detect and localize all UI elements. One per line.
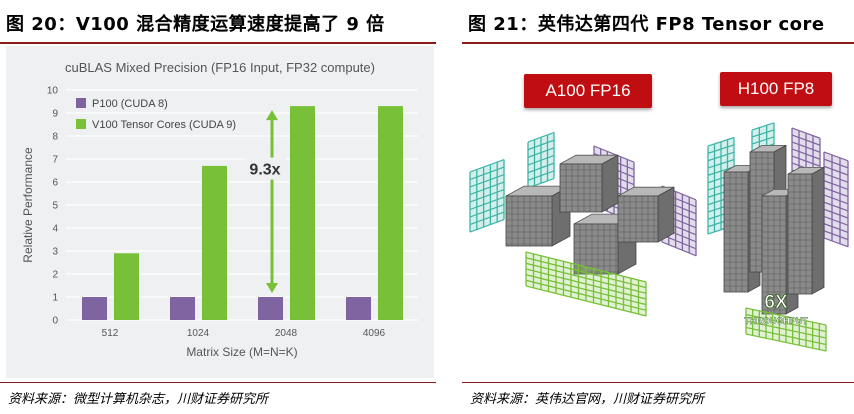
figure-21-panel: 图 21：英伟达第四代 FP8 Tensor core 6X THROUGHPUT… <box>462 0 854 414</box>
a100-matrix-cube <box>559 154 619 213</box>
source-rule <box>462 382 854 383</box>
y-axis-label: Relative Performance <box>21 147 35 263</box>
bar-v100-1024 <box>202 165 227 320</box>
bar-v100-512 <box>114 253 139 320</box>
y-tick-label: 6 <box>52 178 58 189</box>
figure-20-source: 资料来源：微型计算机杂志，川财证券研究所 <box>8 392 269 407</box>
y-tick-label: 5 <box>52 201 58 212</box>
bar-p100-512 <box>82 297 107 320</box>
bar-p100-1024 <box>170 297 195 320</box>
x-tick-label: 1024 <box>187 328 210 339</box>
y-tick-label: 2 <box>52 270 58 281</box>
tensor-core-graphic: 6X THROUGHPUT <box>469 122 849 352</box>
a100-grid-teal-left <box>469 158 505 233</box>
h100-output-grid <box>745 307 827 352</box>
bar-chart: cuBLAS Mixed Precision (FP16 Input, FP32… <box>21 60 418 359</box>
title-rule <box>0 42 436 44</box>
y-tick-label: 9 <box>52 109 58 120</box>
figure-21-source: 资料来源：英伟达官网，川财证券研究所 <box>470 392 705 407</box>
a100-grid-teal-top <box>527 131 555 189</box>
annotation-bg <box>244 157 286 180</box>
figure-20-title: 图 20：V100 混合精度运算速度提高了 9 倍 <box>6 14 385 35</box>
annotation-label: 9.3x <box>249 162 280 179</box>
figure-20-panel: 图 20：V100 混合精度运算速度提高了 9 倍 cuBLAS Mixed P… <box>0 14 436 407</box>
annotation-arrow-head-top <box>266 110 278 121</box>
title-rule <box>462 42 854 44</box>
legend-label: P100 (CUDA 8) <box>92 98 168 110</box>
legend-swatch <box>76 98 86 108</box>
x-tick-label: 512 <box>102 328 119 339</box>
bar-p100-4096 <box>346 297 371 320</box>
source-rule <box>0 382 436 383</box>
bar-v100-2048 <box>290 106 315 320</box>
y-tick-label: 4 <box>52 224 58 235</box>
x-tick-label: 2048 <box>275 328 298 339</box>
a100-fp16-badge: A100 FP16 <box>524 74 652 108</box>
y-tick-label: 0 <box>52 316 58 327</box>
chart-area: cuBLAS Mixed Precision (FP16 Input, FP32… <box>6 46 434 378</box>
bar-v100-4096 <box>378 106 403 320</box>
figure-21-title: 图 21：英伟达第四代 FP8 Tensor core <box>468 14 825 35</box>
chart-title: cuBLAS Mixed Precision (FP16 Input, FP32… <box>65 60 375 75</box>
speedup-label: 6X <box>764 292 788 313</box>
y-tick-label: 7 <box>52 155 58 166</box>
y-tick-label: 10 <box>47 86 59 97</box>
a100-matrix-cube <box>617 186 675 243</box>
legend-label: V100 Tensor Cores (CUDA 9) <box>92 119 236 131</box>
tensor-core-illustration: 6X THROUGHPUT A100 FP16 H100 FP8 <box>462 46 854 380</box>
h100-matrix-column <box>787 166 825 295</box>
x-tick-label: 4096 <box>363 328 386 339</box>
y-tick-label: 3 <box>52 247 58 258</box>
bar-p100-2048 <box>258 297 283 320</box>
annotation-arrow-head-bottom <box>266 283 278 293</box>
h100-grid-purple-far <box>823 151 849 248</box>
legend-swatch <box>76 119 86 129</box>
throughput-label: THROUGHPUT <box>744 316 808 326</box>
a100-output-grid <box>525 251 647 317</box>
y-tick-label: 1 <box>52 293 58 304</box>
y-tick-label: 8 <box>52 132 58 143</box>
x-axis-label: Matrix Size (M=N=K) <box>186 345 297 359</box>
h100-fp8-badge: H100 FP8 <box>720 72 832 106</box>
